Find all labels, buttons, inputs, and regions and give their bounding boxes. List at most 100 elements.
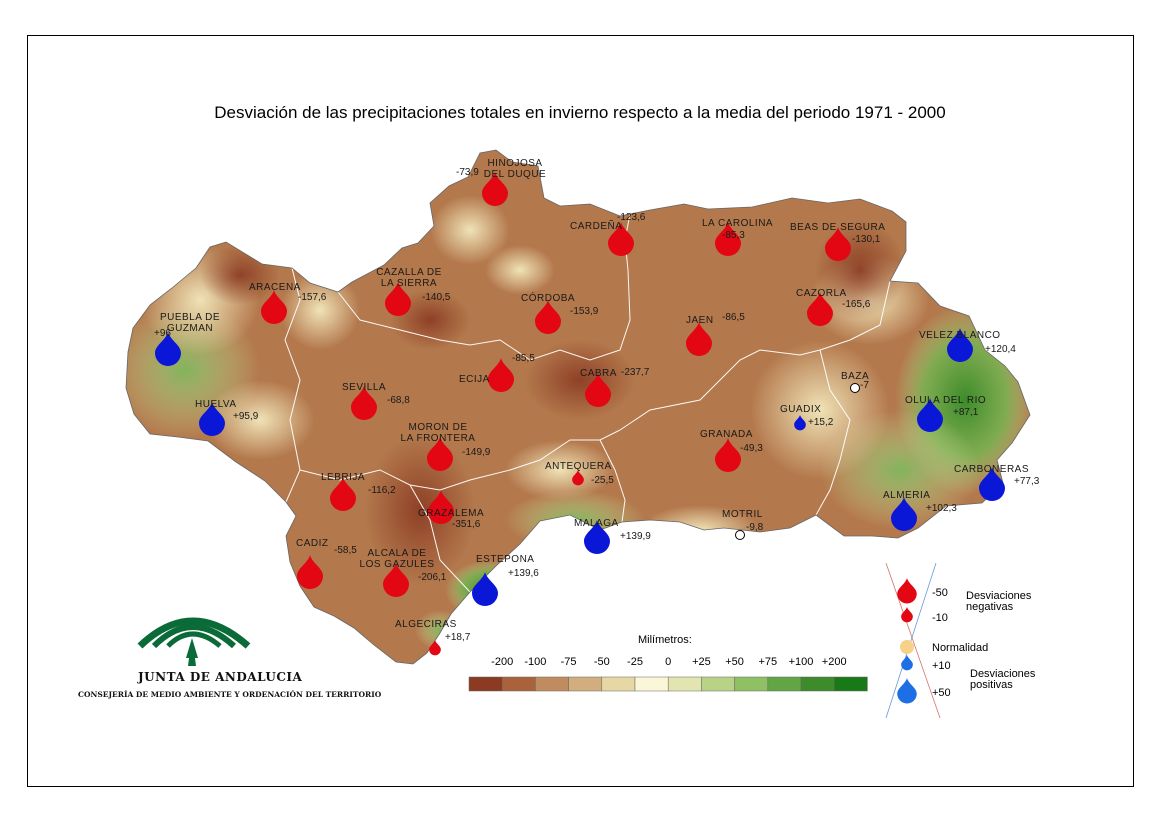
station-7: JAEN -86,5 (686, 312, 745, 356)
station-value: +87,1 (953, 407, 979, 418)
scale-tick-label: +50 (725, 656, 744, 668)
station-value: -153,9 (570, 306, 599, 317)
negative-drop-marker (807, 292, 833, 326)
positive-drop-marker (199, 402, 225, 436)
station-19: GRANADA -49,3 (700, 429, 763, 472)
station-value: +139,9 (620, 531, 651, 542)
station-25: MALAGA+139,9 (574, 518, 651, 554)
station-value: +96 (154, 328, 171, 339)
precipitation-scale: Milímetros: -200 -100 -75 -50 -25 0 +25 +50 +75 +… (468, 634, 868, 692)
negative-drop-marker (427, 437, 453, 471)
station-value: -73,9 (456, 167, 479, 178)
scale-swatch (667, 676, 702, 692)
station-value: -25,5 (591, 475, 614, 486)
legend-item-3: +10 (901, 655, 951, 672)
legend-label: -50 (932, 587, 948, 599)
station-name: OLULA DEL RIO (905, 395, 986, 406)
scale-tick-label: 0 (665, 656, 671, 668)
station-value: -165,6 (842, 299, 871, 310)
station-9: PUEBLA DE GUZMAN+96 (154, 312, 220, 366)
legend-label: Normalidad (932, 642, 988, 654)
negative-drop-marker (385, 282, 411, 316)
scale-swatch (833, 676, 868, 692)
logo-subtitle: CONSEJERÍA DE MEDIO AMBIENTE Y ORDENACIÓ… (78, 690, 382, 699)
scale-tick-label: +200 (822, 656, 847, 668)
station-name: ANTEQUERA (545, 461, 612, 472)
negative-drop-marker (429, 640, 441, 656)
station-value: -86,5 (722, 312, 745, 323)
station-value: -85,5 (512, 353, 535, 364)
station-23: GRAZALEMA-351,6 (418, 490, 484, 530)
scale-tick-label: -50 (594, 656, 610, 668)
station-value: -140,5 (422, 292, 451, 303)
station-value: -9,8 (746, 522, 764, 533)
station-value: +95,9 (233, 411, 259, 422)
station-name: ALGECIRAS (395, 619, 457, 630)
station-name: LA CAROLINA (702, 218, 773, 229)
station-name: VELEZ BLANCO (919, 330, 1001, 341)
station-value: +120,4 (985, 344, 1016, 355)
station-8: CAZORLA-165,6 (796, 288, 871, 326)
negative-drop-marker (482, 172, 508, 206)
positive-drop-marker (979, 467, 1005, 501)
station-name: PUEBLA DE GUZMAN (160, 312, 220, 334)
station-name: MALAGA (574, 518, 619, 529)
negative-drop-marker (686, 322, 712, 356)
station-name: MORON DE LA FRONTERA (401, 422, 476, 444)
negative-drop-marker (261, 290, 287, 324)
station-value: -7 (860, 380, 869, 391)
station-name: GUADIX (780, 404, 821, 415)
station-name: BEAS DE SEGURA (790, 222, 885, 233)
station-value: -85,3 (722, 230, 745, 241)
station-2: LA CAROLINA-85,3 (702, 218, 773, 256)
scale-tick-label: +100 (789, 656, 814, 668)
station-name: GRANADA (700, 429, 753, 440)
station-name: CARBONERAS (954, 464, 1029, 475)
scale-swatch (701, 676, 735, 692)
negative-drop-marker (351, 386, 377, 420)
station-value: +18,7 (445, 632, 471, 643)
station-18: MORON DE LA FRONTERA -149,9 (401, 422, 491, 471)
station-name: SEVILLA (342, 382, 386, 393)
negative-drop-marker (572, 470, 584, 486)
station-value: -157,6 (298, 292, 327, 303)
positive-drop-marker (584, 520, 610, 554)
station-21: LEBRIJA-116,2 (321, 472, 396, 511)
station-5: CAZALLA DE LA SIERRA -140,5 (376, 267, 451, 316)
map-frame (27, 35, 1134, 787)
legend-drop-icon (897, 678, 917, 704)
station-value: -149,9 (462, 447, 491, 458)
station-name: ALMERIA (883, 490, 930, 501)
station-value: -206,1 (418, 572, 447, 583)
legend-item-2: Normalidad (900, 640, 988, 654)
negative-drop-marker (608, 222, 634, 256)
positive-drop-marker (155, 332, 181, 366)
scale-swatch (767, 676, 802, 692)
scale-tick-label: +25 (692, 656, 711, 668)
legend-label: -10 (932, 612, 948, 624)
station-name: MOTRIL (722, 509, 763, 520)
legend-negative-label: Desviaciones negativas (966, 590, 1032, 613)
station-name: ECIJA (459, 374, 490, 385)
station-name: ARACENA (249, 282, 301, 293)
station-name: CABRA (580, 368, 617, 379)
scale-label: Milímetros: (638, 634, 692, 646)
legend-item-1: -10 (901, 607, 948, 624)
positive-drop-marker (917, 398, 943, 432)
station-value: -68,8 (387, 395, 410, 406)
station-15: HUELVA+95,9 (195, 399, 259, 436)
legend-normality-icon (900, 640, 914, 654)
station-value: +139,6 (508, 568, 539, 579)
station-name: CAZORLA (796, 288, 847, 299)
station-12: CABRA -237,7 (580, 367, 650, 407)
station-22: CARBONERAS+77,3 (954, 464, 1040, 501)
station-name: CARDEÑA (570, 219, 622, 232)
station-26: ALMERIA +102,3 (883, 490, 957, 531)
station-value: +15,2 (808, 417, 834, 428)
station-name: BAZA (841, 371, 869, 382)
negative-drop-marker (297, 555, 323, 589)
station-14: SEVILLA-68,8 (342, 382, 410, 420)
station-16: OLULA DEL RIO+87,1 (905, 395, 986, 432)
positive-drop-marker (891, 497, 917, 531)
